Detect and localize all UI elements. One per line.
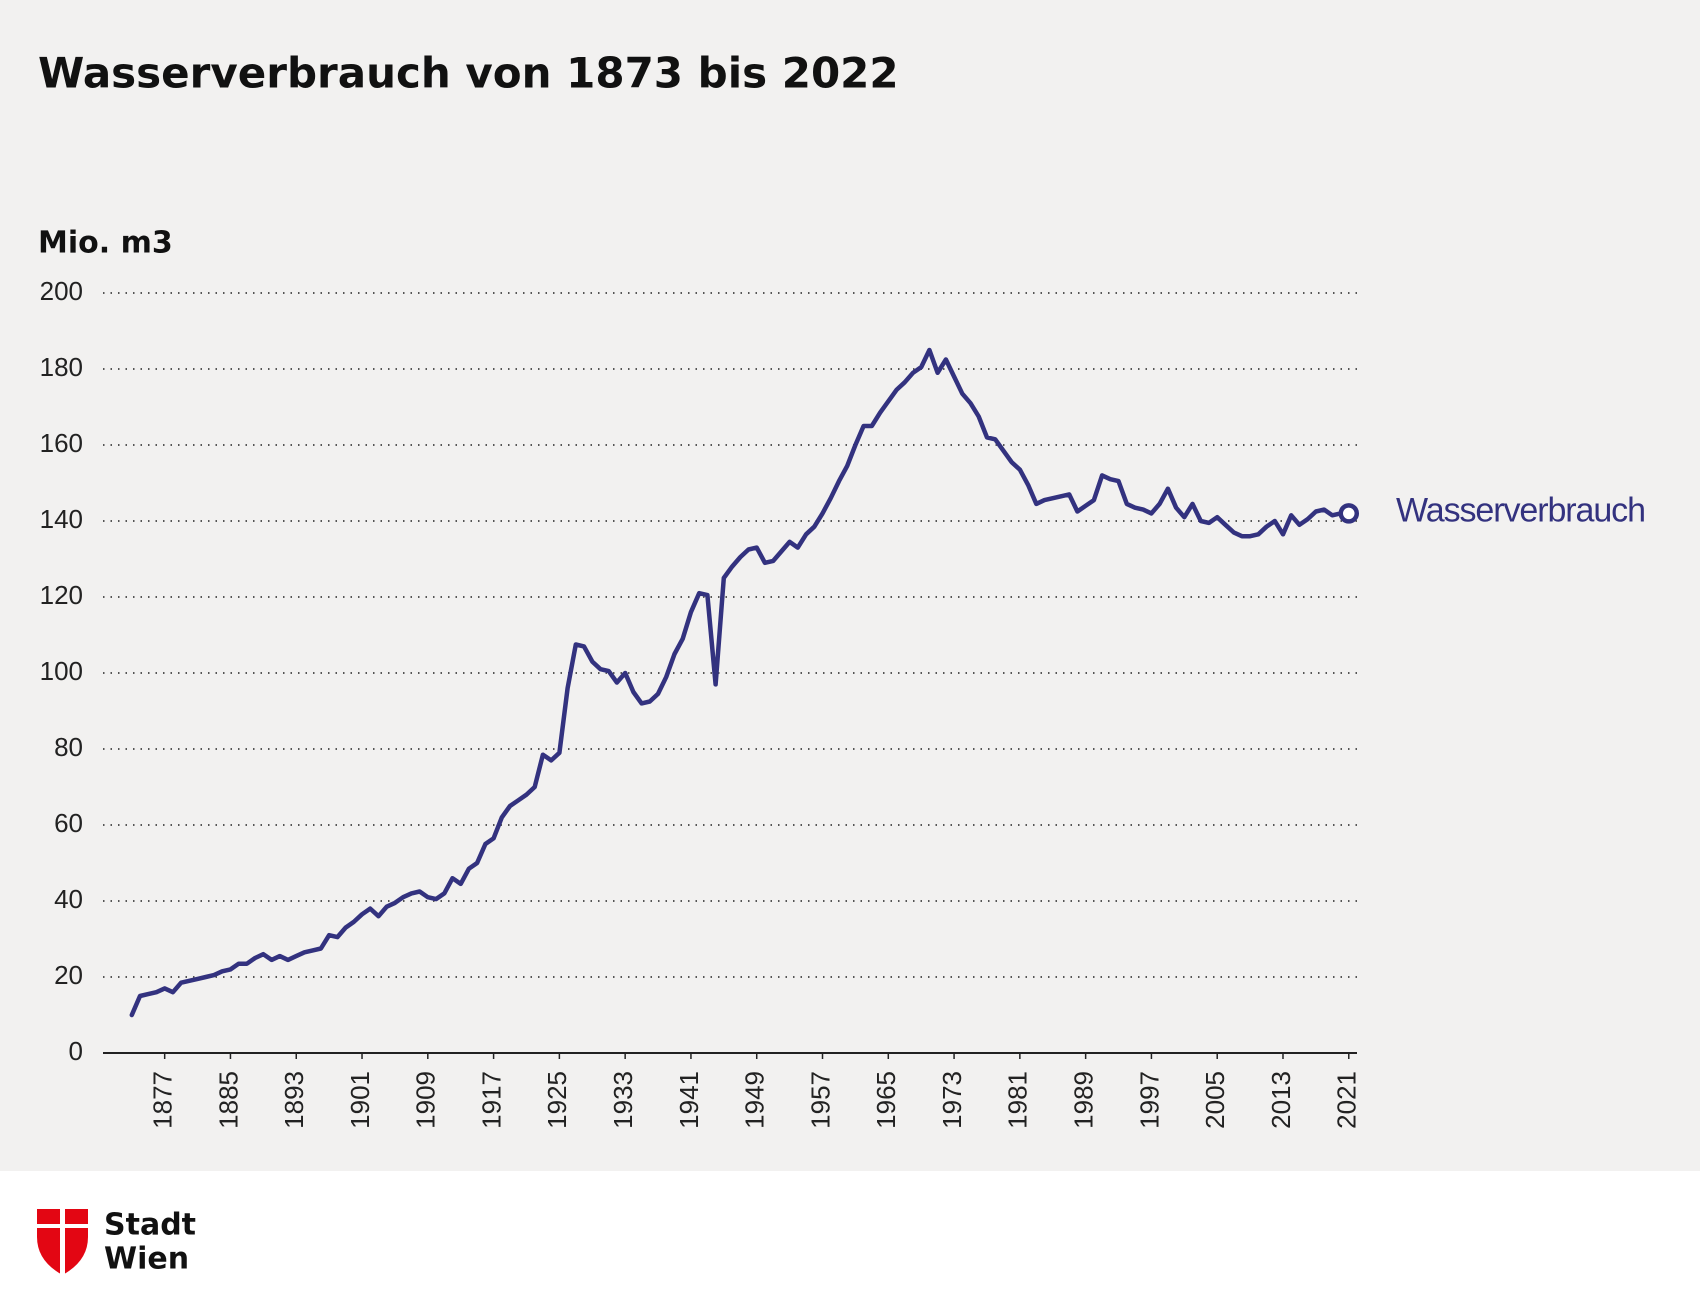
x-tick-label: 1973 [937, 1071, 967, 1129]
x-tick-label: 1981 [1003, 1071, 1033, 1129]
y-tick-label: 100 [40, 656, 83, 686]
x-tick-label: 2021 [1332, 1071, 1362, 1129]
x-tick-label: 1989 [1069, 1071, 1099, 1129]
x-tick-label: 1997 [1134, 1071, 1164, 1129]
brand-text: Wien [104, 1242, 189, 1277]
x-tick-label: 1941 [674, 1071, 704, 1129]
y-tick-label: 120 [40, 580, 83, 610]
y-tick-label: 60 [54, 808, 83, 838]
data-line [129, 347, 1352, 1018]
legend-label: Wasserverbrauch [1396, 491, 1646, 529]
x-tick-label: 1877 [148, 1071, 178, 1129]
x-tick-label: 1949 [740, 1071, 770, 1129]
chart-title: Wasserverbrauch von 1873 bis 2022 [38, 49, 899, 98]
footer-background [0, 1171, 1700, 1309]
y-tick-label: 40 [54, 884, 83, 914]
x-tick-label: 1925 [542, 1071, 572, 1129]
x-tick-label: 1901 [345, 1071, 375, 1129]
x-tick-label: 1957 [805, 1071, 835, 1129]
y-tick-label: 80 [54, 732, 83, 762]
y-tick-label: 180 [40, 352, 83, 382]
x-tick-label: 1893 [279, 1071, 309, 1129]
y-tick-label: 20 [54, 960, 83, 990]
x-tick-label: 1965 [871, 1071, 901, 1129]
y-axis-label: Mio. m3 [38, 226, 173, 261]
y-tick-label: 0 [69, 1036, 83, 1066]
x-tick-label: 1885 [213, 1071, 243, 1129]
y-tick-label: 200 [40, 276, 83, 306]
y-tick-label: 140 [40, 504, 83, 534]
brand-text: Stadt [104, 1208, 196, 1243]
x-tick-label: 2005 [1200, 1071, 1230, 1129]
x-tick-label: 2013 [1266, 1071, 1296, 1129]
x-tick-label: 1909 [411, 1071, 441, 1129]
x-tick-label: 1933 [608, 1071, 638, 1129]
chart-background [0, 0, 1700, 1171]
logo-cross [37, 1209, 88, 1275]
y-tick-label: 160 [40, 428, 83, 458]
x-tick-label: 1917 [476, 1071, 506, 1129]
end-marker [1338, 503, 1360, 524]
